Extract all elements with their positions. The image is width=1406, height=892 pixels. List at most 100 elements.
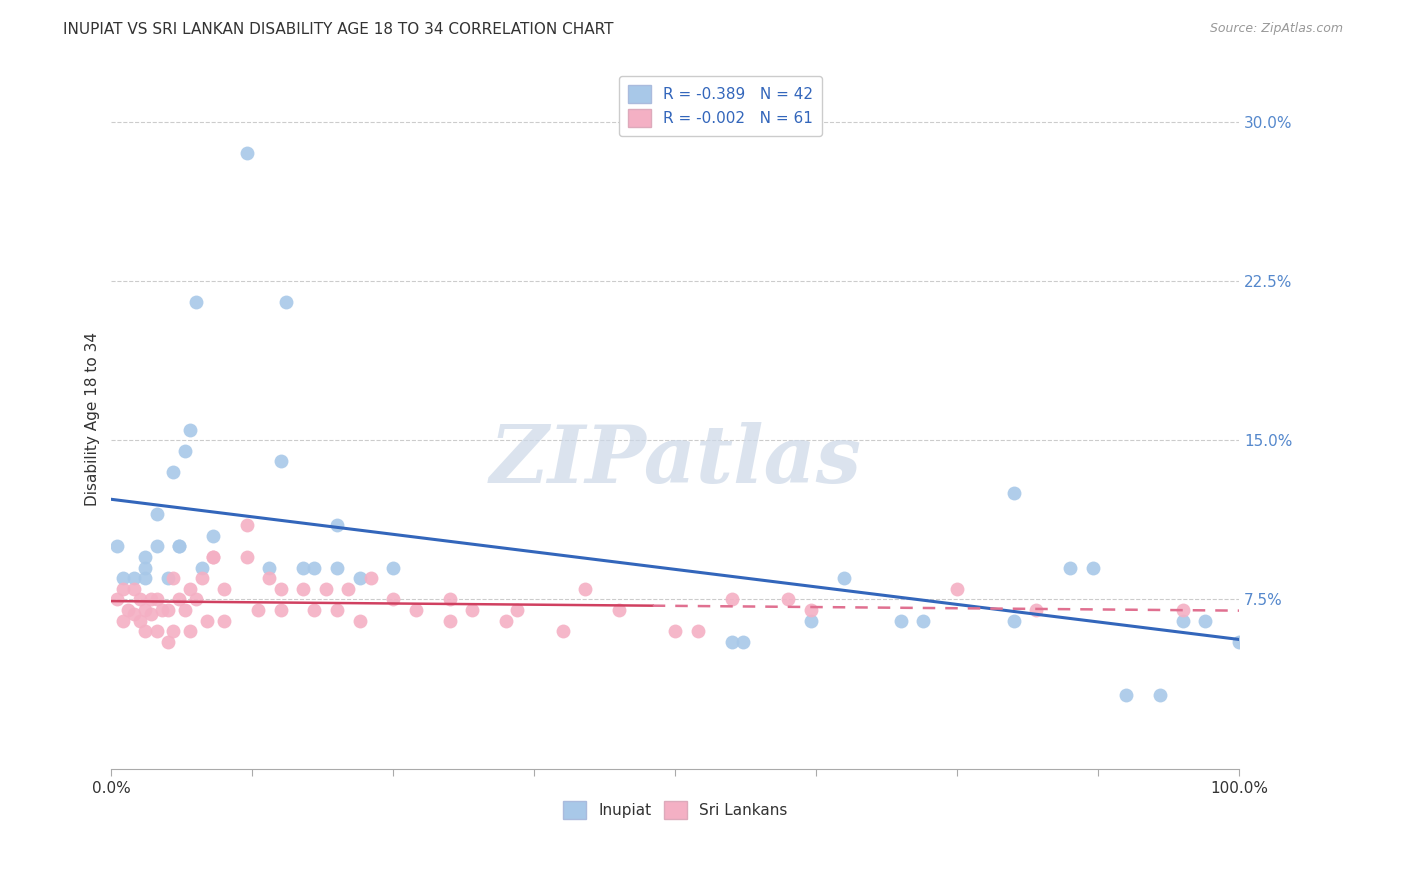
Point <box>292 582 315 596</box>
Point <box>382 592 405 607</box>
Point <box>134 603 156 617</box>
Point <box>731 635 754 649</box>
Point <box>304 560 326 574</box>
Point <box>167 539 190 553</box>
Point <box>382 560 405 574</box>
Point <box>179 423 201 437</box>
Point <box>270 603 292 617</box>
Point <box>173 603 195 617</box>
Point <box>1227 635 1250 649</box>
Point <box>122 571 145 585</box>
Point <box>890 614 912 628</box>
Point <box>235 549 257 564</box>
Point <box>184 592 207 607</box>
Point <box>201 549 224 564</box>
Point <box>167 592 190 607</box>
Point <box>574 582 596 596</box>
Point <box>834 571 856 585</box>
Point <box>145 539 167 553</box>
Point <box>259 560 281 574</box>
Point <box>1194 614 1216 628</box>
Point <box>134 571 156 585</box>
Legend: Inupiat, Sri Lankans: Inupiat, Sri Lankans <box>557 795 793 825</box>
Point <box>190 560 212 574</box>
Point <box>360 571 382 585</box>
Point <box>162 465 184 479</box>
Point <box>1149 688 1171 702</box>
Point <box>162 571 184 585</box>
Point <box>190 571 212 585</box>
Point <box>184 295 207 310</box>
Point <box>167 539 190 553</box>
Point <box>664 624 686 639</box>
Point <box>1002 614 1025 628</box>
Point <box>105 539 128 553</box>
Point <box>111 614 134 628</box>
Point <box>117 603 139 617</box>
Point <box>139 607 162 622</box>
Point <box>145 624 167 639</box>
Point <box>1115 688 1137 702</box>
Point <box>145 592 167 607</box>
Text: INUPIAT VS SRI LANKAN DISABILITY AGE 18 TO 34 CORRELATION CHART: INUPIAT VS SRI LANKAN DISABILITY AGE 18 … <box>63 22 614 37</box>
Point <box>162 624 184 639</box>
Point <box>111 582 134 596</box>
Point <box>800 614 823 628</box>
Point <box>607 603 630 617</box>
Point <box>326 518 349 533</box>
Point <box>128 592 150 607</box>
Point <box>349 571 371 585</box>
Point <box>179 624 201 639</box>
Point <box>1171 603 1194 617</box>
Point <box>551 624 574 639</box>
Point <box>946 582 969 596</box>
Point <box>1171 614 1194 628</box>
Point <box>195 614 218 628</box>
Y-axis label: Disability Age 18 to 34: Disability Age 18 to 34 <box>86 332 100 506</box>
Point <box>139 592 162 607</box>
Point <box>292 560 315 574</box>
Point <box>778 592 800 607</box>
Point <box>122 582 145 596</box>
Point <box>247 603 270 617</box>
Point <box>405 603 427 617</box>
Point <box>201 529 224 543</box>
Point <box>270 582 292 596</box>
Point <box>506 603 529 617</box>
Point <box>111 571 134 585</box>
Point <box>156 571 179 585</box>
Point <box>326 560 349 574</box>
Point <box>156 603 179 617</box>
Point <box>235 518 257 533</box>
Point <box>122 607 145 622</box>
Point <box>276 295 298 310</box>
Point <box>134 560 156 574</box>
Point <box>145 508 167 522</box>
Point <box>315 582 337 596</box>
Point <box>105 592 128 607</box>
Point <box>720 635 742 649</box>
Point <box>326 603 349 617</box>
Text: ZIPatlas: ZIPatlas <box>489 422 862 500</box>
Point <box>720 592 742 607</box>
Point <box>495 614 517 628</box>
Point <box>337 582 360 596</box>
Point <box>349 614 371 628</box>
Point <box>1081 560 1104 574</box>
Point <box>212 582 235 596</box>
Point <box>235 146 257 161</box>
Point <box>1002 486 1025 500</box>
Point <box>173 443 195 458</box>
Point <box>201 549 224 564</box>
Text: Source: ZipAtlas.com: Source: ZipAtlas.com <box>1209 22 1343 36</box>
Point <box>439 592 461 607</box>
Point <box>179 582 201 596</box>
Point <box>800 603 823 617</box>
Point <box>150 603 173 617</box>
Point <box>439 614 461 628</box>
Point <box>156 635 179 649</box>
Point <box>461 603 484 617</box>
Point <box>270 454 292 468</box>
Point <box>1025 603 1047 617</box>
Point <box>1059 560 1081 574</box>
